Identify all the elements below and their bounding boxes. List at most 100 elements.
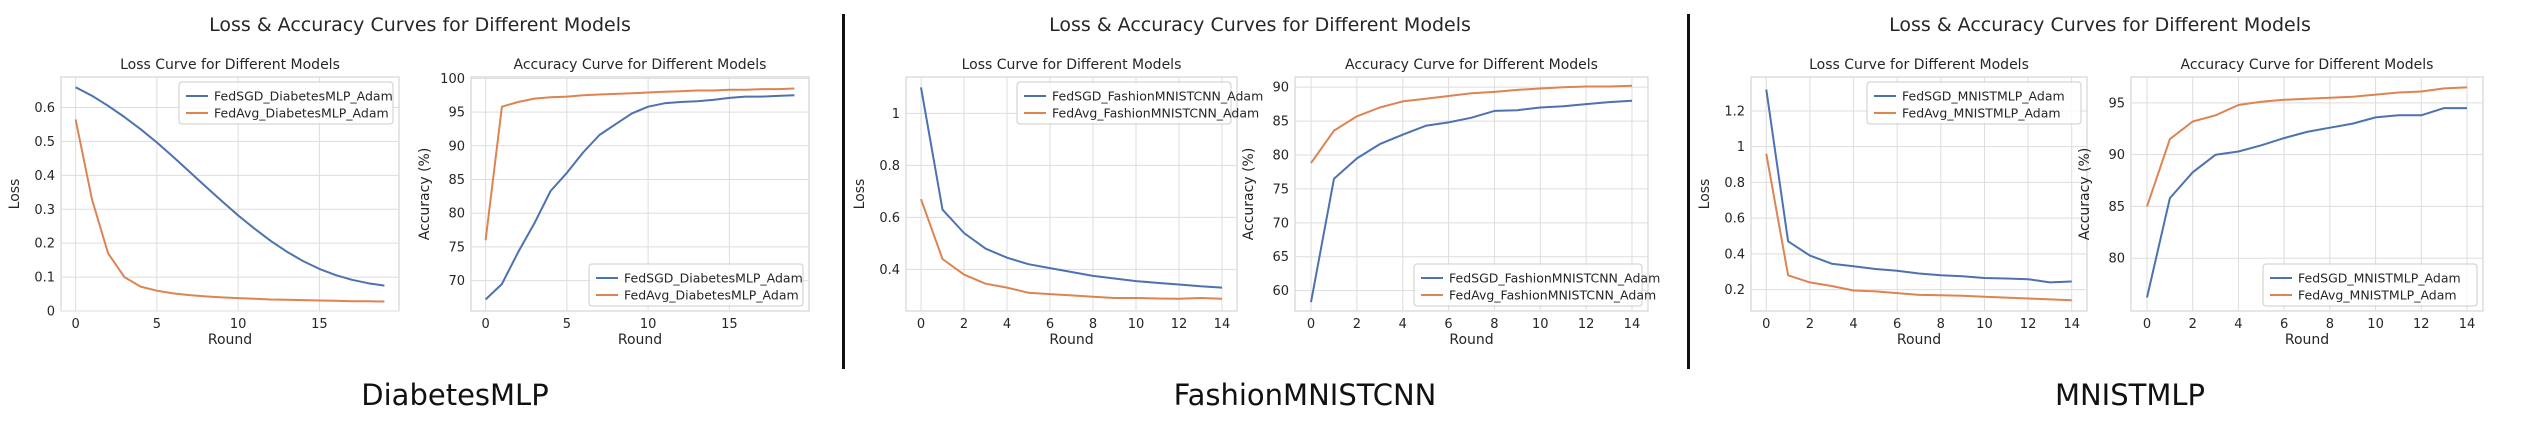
x-tick-label: 8 (1937, 317, 1945, 332)
y-tick-label: 0.8 (1724, 176, 1745, 191)
legend-label: FedAvg_FashionMNISTCNN_Adam (1052, 106, 1259, 121)
y-tick-label: 0.2 (34, 237, 55, 252)
y-tick-label: 90 (448, 139, 465, 154)
y-tick-label: 85 (2108, 200, 2125, 215)
caption-mnist: MNISTMLP (2054, 378, 2206, 412)
x-tick-label: 15 (721, 317, 738, 332)
x-tick-label: 0 (1307, 317, 1315, 332)
y-tick-label: 0.4 (1724, 247, 1745, 262)
y-tick-label: 90 (2108, 148, 2125, 163)
legend-label: FedAvg_DiabetesMLP_Adam (624, 288, 799, 303)
legend-label: FedSGD_DiabetesMLP_Adam (214, 89, 393, 104)
x-tick-label: 0 (71, 317, 79, 332)
chart-4: 0 2 4 6 8 10 12 14 0.2 0.4 0.6 0.8 1 1.2 Loss Curve fo… (1697, 57, 2088, 348)
x-tick-label: 6 (1444, 317, 1452, 332)
x-tick-label: 14 (2459, 317, 2476, 332)
chart-title: Loss Curve for Different Models (962, 57, 1182, 73)
y-tick-label: 0.4 (879, 263, 900, 278)
legend-box (588, 263, 804, 307)
chart-5: 0 2 4 6 8 10 12 14 80 85 90 95 Accuracy Curve for Di… (2077, 57, 2484, 348)
caption-diabetes: DiabetesMLP (361, 378, 549, 412)
x-tick-label: 5 (153, 317, 161, 332)
legend-label: FedSGD_MNISTMLP_Adam (1902, 89, 2065, 104)
y-tick-label: 70 (448, 274, 465, 289)
y-tick-label: 80 (1272, 149, 1289, 164)
y-axis-label: Loss (1697, 179, 1713, 210)
legend-label: FedAvg_MNISTMLP_Adam (1902, 106, 2061, 121)
legend-box (1866, 81, 2082, 125)
x-tick-label: 10 (2367, 317, 2384, 332)
y-tick-label: 85 (448, 173, 465, 188)
y-tick-label: 75 (1272, 182, 1289, 197)
chart-1: 0 5 10 15 70 75 80 85 90 95 100 Accuracy Curve for … (417, 57, 810, 348)
x-tick-label: 10 (1976, 317, 1993, 332)
y-tick-label: 75 (448, 240, 465, 255)
panel-divider (842, 14, 845, 369)
x-tick-label: 0 (1762, 317, 1770, 332)
y-tick-label: 0.6 (1724, 212, 1745, 227)
series-line-fedavg (74, 119, 385, 303)
chart-title: Accuracy Curve for Different Models (514, 57, 767, 73)
legend-label: FedSGD_FashionMNISTCNN_Adam (1052, 89, 1263, 104)
x-tick-label: 0 (2143, 317, 2151, 332)
panel-title-diabetes: Loss & Accuracy Curves for Different Mod… (209, 14, 631, 36)
legend-label: FedSGD_DiabetesMLP_Adam (624, 271, 803, 286)
chart-title: Loss Curve for Different Models (1809, 57, 2029, 73)
series-line-fedsgd (75, 86, 385, 287)
y-tick-label: 85 (1272, 115, 1289, 130)
chart-title: Accuracy Curve for Different Models (1345, 57, 1598, 73)
legend-label: FedSGD_MNISTMLP_Adam (2298, 271, 2461, 286)
legend-label: FedAvg_DiabetesMLP_Adam (214, 106, 389, 121)
y-axis-label: Accuracy (%) (2077, 148, 2093, 241)
legend-label: FedSGD_FashionMNISTCNN_Adam (1449, 271, 1660, 286)
x-axis-label: Round (208, 332, 252, 348)
series-line-fedavg (1310, 84, 1633, 164)
y-tick-label: 0.3 (34, 203, 55, 218)
x-tick-label: 8 (1089, 317, 1097, 332)
y-tick-label: 0.4 (34, 169, 55, 184)
panel-divider (1687, 14, 1690, 369)
x-tick-label: 10 (230, 317, 247, 332)
x-axis-label: Round (2285, 332, 2329, 348)
x-tick-label: 6 (2280, 317, 2288, 332)
series-line-fedsgd (2146, 107, 2467, 298)
chart-title: Accuracy Curve for Different Models (2181, 57, 2434, 73)
y-tick-label: 1 (892, 107, 900, 122)
y-tick-label: 100 (440, 72, 465, 87)
chart-title: Loss Curve for Different Models (120, 57, 340, 73)
y-tick-label: 90 (1272, 81, 1289, 96)
x-tick-label: 0 (917, 317, 925, 332)
y-tick-label: 65 (1272, 250, 1289, 265)
legend-label: FedAvg_MNISTMLP_Adam (2298, 288, 2457, 303)
y-tick-label: 1 (1737, 140, 1745, 155)
legend-box (1413, 263, 1643, 307)
chart-2: 0 2 4 6 8 10 12 14 0.4 0.6 0.8 1 Loss Curve for Diff… (852, 57, 1263, 348)
legend-box (178, 81, 394, 125)
x-tick-label: 0 (481, 317, 489, 332)
series-line-fedavg (920, 198, 1223, 300)
x-tick-label: 2 (2189, 317, 2197, 332)
x-tick-label: 8 (1490, 317, 1498, 332)
chart-3: 0 2 4 6 8 10 12 14 60 65 70 75 80 85 90 Accuracy Curve … (1241, 57, 1660, 348)
x-axis-label: Round (1049, 332, 1093, 348)
x-tick-label: 12 (2020, 317, 2037, 332)
x-tick-label: 12 (2413, 317, 2430, 332)
caption-fashion: FashionMNISTCNN (1173, 378, 1437, 412)
legend-box (1016, 81, 1232, 125)
x-tick-label: 10 (1128, 317, 1145, 332)
x-tick-label: 14 (1214, 317, 1231, 332)
legend-label: FedAvg_FashionMNISTCNN_Adam (1449, 288, 1656, 303)
y-axis-label: Accuracy (%) (417, 148, 433, 241)
legend-box (2262, 263, 2478, 307)
x-tick-label: 15 (311, 317, 328, 332)
y-tick-label: 95 (448, 106, 465, 121)
x-tick-label: 14 (2063, 317, 2080, 332)
x-tick-label: 8 (2326, 317, 2334, 332)
x-tick-label: 10 (1532, 317, 1549, 332)
panel-title-fashion: Loss & Accuracy Curves for Different Mod… (1049, 14, 1471, 36)
x-tick-label: 4 (2234, 317, 2242, 332)
x-axis-label: Round (1897, 332, 1941, 348)
panel-title-mnist: Loss & Accuracy Curves for Different Mod… (1889, 14, 2311, 36)
x-tick-label: 10 (640, 317, 657, 332)
